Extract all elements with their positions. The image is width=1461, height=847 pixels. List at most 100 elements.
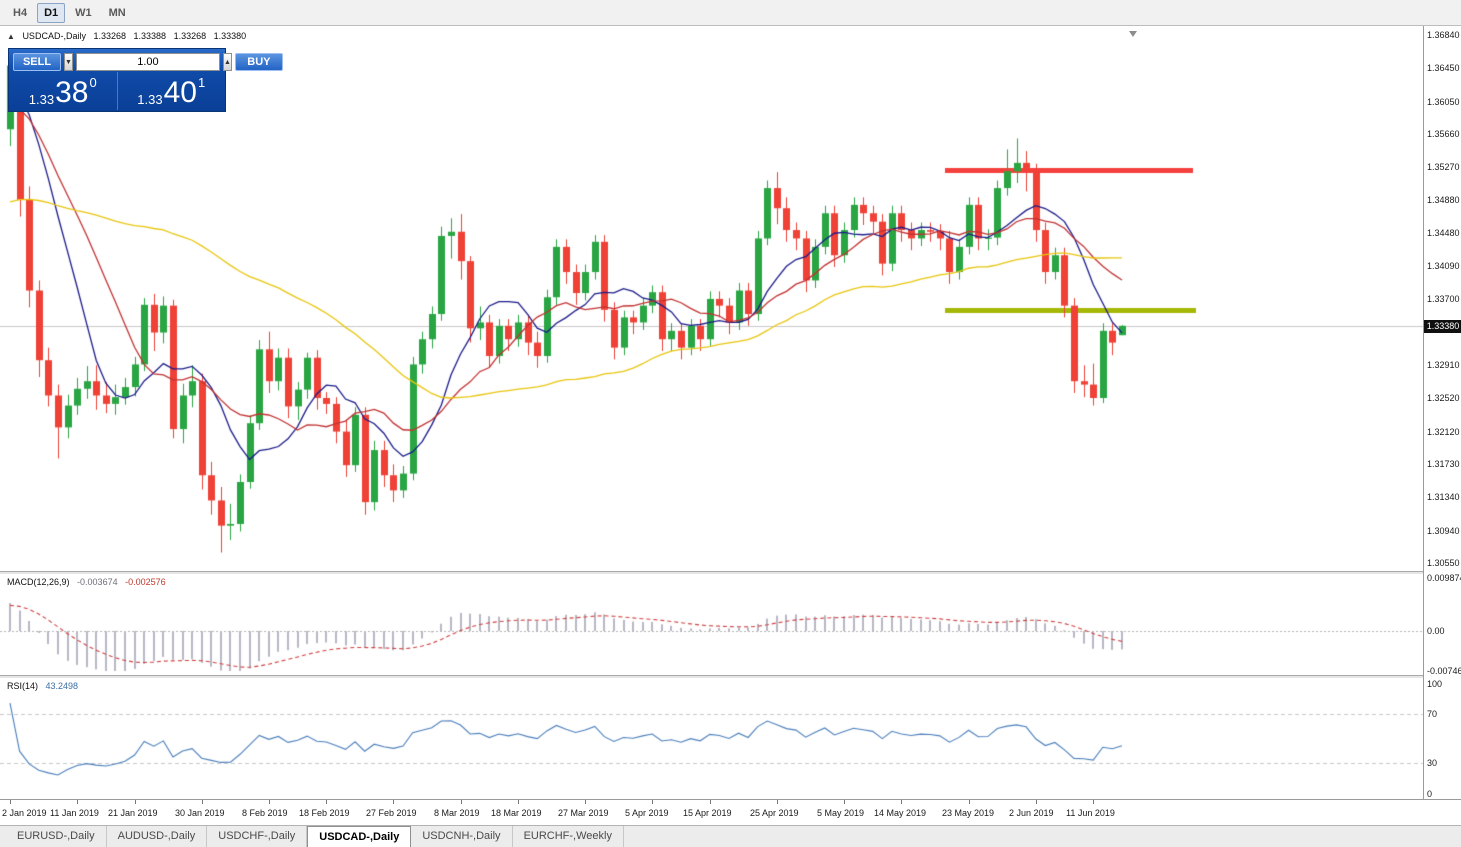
date-tick	[10, 800, 11, 804]
chart-tab-usdcad-daily[interactable]: USDCAD-,Daily	[307, 826, 412, 847]
date-tick	[461, 800, 462, 804]
chart-window: ▲ USDCAD-,Daily 1.33268 1.33388 1.33268 …	[0, 26, 1461, 825]
price-axis-label: 1.36450	[1427, 63, 1460, 73]
timeframe-d1-button[interactable]: D1	[37, 2, 66, 23]
date-axis-label: 2 Jan 2019	[2, 808, 47, 818]
date-axis-label: 5 Apr 2019	[625, 808, 669, 818]
rsi-axis-label: 100	[1427, 679, 1443, 689]
rsi-axis-label: 70	[1427, 709, 1438, 719]
date-axis-label: 21 Jan 2019	[108, 808, 158, 818]
chart-tab-usdcnh-daily[interactable]: USDCNH-,Daily	[411, 826, 513, 847]
one-click-trading-panel: SELL ▼ ▲ BUY 1.33 38 0 1.33 40 1	[8, 48, 283, 112]
macd-indicator-chart[interactable]	[0, 574, 1423, 675]
chart-tab-usdchf-daily[interactable]: USDCHF-,Daily	[207, 826, 308, 847]
ohlc-close: 1.33380	[213, 31, 247, 41]
date-axis-label: 30 Jan 2019	[175, 808, 225, 818]
rsi-axis-label: 30	[1427, 758, 1438, 768]
panel-splitter[interactable]	[0, 571, 1461, 574]
volume-decrease-button[interactable]: ▼	[64, 52, 73, 71]
date-tick	[518, 800, 519, 804]
chart-shift-marker-icon[interactable]	[1129, 31, 1137, 37]
rsi-indicator-chart[interactable]	[0, 678, 1423, 799]
ohlc-low: 1.33268	[173, 31, 207, 41]
main-price-chart[interactable]	[0, 26, 1423, 571]
buy-price-small: 1.33	[137, 92, 163, 107]
buy-button[interactable]: BUY	[234, 52, 283, 71]
price-axis-label: 1.30550	[1427, 558, 1460, 568]
date-axis-label: 25 Apr 2019	[750, 808, 799, 818]
date-axis-label: 11 Jan 2019	[50, 808, 99, 818]
volume-increase-button[interactable]: ▲	[222, 52, 232, 71]
price-axis-label: 1.30940	[1427, 526, 1460, 536]
macd-axis-label: -0.00746	[1427, 666, 1461, 676]
price-axis-label: 1.34880	[1427, 195, 1460, 205]
date-tick	[969, 800, 970, 804]
date-axis-label: 27 Feb 2019	[366, 808, 417, 818]
date-tick	[1036, 800, 1037, 804]
timeframe-h4-button[interactable]: H4	[13, 6, 28, 19]
date-axis[interactable]: 2 Jan 2019 11 Jan 2019 21 Jan 2019 30 Jan 2…	[0, 799, 1461, 825]
panel-splitter[interactable]	[0, 675, 1461, 678]
sell-price-sup: 0	[89, 75, 97, 90]
date-axis-label: 11 Jun 2019	[1066, 808, 1115, 818]
macd-title: MACD(12,26,9)	[7, 577, 70, 587]
date-axis-label: 5 May 2019	[817, 808, 865, 818]
price-axis-label: 1.33700	[1427, 294, 1460, 304]
date-tick	[585, 800, 586, 804]
oct-collapse-toggle-icon[interactable]: ▲	[7, 32, 15, 41]
chart-tab-eurchf-weekly[interactable]: EURCHF-,Weekly	[513, 826, 624, 847]
macd-axis-label: 0.00	[1427, 626, 1445, 636]
price-axis-label: 1.31340	[1427, 492, 1460, 502]
caret-down-icon: ▼	[65, 58, 72, 66]
date-tick	[135, 800, 136, 804]
date-tick	[269, 800, 270, 804]
date-tick	[393, 800, 394, 804]
ohlc-high: 1.33388	[133, 31, 167, 41]
date-tick	[901, 800, 902, 804]
chart-tab-bar: EURUSD-,Daily AUDUSD-,Daily USDCHF-,Dail…	[0, 825, 1461, 847]
date-axis-label: 27 Mar 2019	[558, 808, 609, 818]
current-price-tag: 1.33380	[1424, 320, 1461, 333]
ohlc-open: 1.33268	[93, 31, 127, 41]
date-tick	[777, 800, 778, 804]
buy-price[interactable]: 1.33 40 1	[118, 72, 226, 110]
sell-price-small: 1.33	[28, 92, 55, 107]
timeframe-mn-button[interactable]: MN	[108, 6, 126, 19]
symbol-period-label: USDCAD-,Daily	[22, 31, 86, 41]
date-tick	[326, 800, 327, 804]
date-tick	[652, 800, 653, 804]
price-axis-label: 1.36050	[1427, 97, 1460, 107]
price-axis-label: 1.35270	[1427, 162, 1460, 172]
sell-price[interactable]: 1.33 38 0	[9, 72, 118, 110]
sell-button[interactable]: SELL	[13, 52, 61, 71]
macd-signal-value: -0.002576	[125, 577, 166, 587]
timeframe-toolbar: H4 D1 W1 MN	[0, 0, 1461, 26]
date-axis-label: 14 May 2019	[874, 808, 927, 818]
chart-tab-audusd-daily[interactable]: AUDUSD-,Daily	[107, 826, 208, 847]
date-axis-label: 23 May 2019	[942, 808, 995, 818]
price-axis[interactable]: 1.33380 1.36840 1.36450 1.36050 1.35660 1.35…	[1423, 26, 1461, 799]
volume-input[interactable]	[75, 52, 220, 71]
chart-legend: ▲ USDCAD-,Daily 1.33268 1.33388 1.33268 …	[7, 31, 251, 41]
date-tick	[844, 800, 845, 804]
price-axis-label: 1.36840	[1427, 30, 1460, 40]
date-axis-label: 18 Mar 2019	[491, 808, 542, 818]
price-axis-label: 1.32120	[1427, 427, 1460, 437]
date-axis-label: 2 Jun 2019	[1009, 808, 1054, 818]
rsi-title: RSI(14)	[7, 681, 39, 691]
rsi-header: RSI(14) 43.2498	[7, 681, 83, 691]
date-axis-label: 8 Mar 2019	[434, 808, 480, 818]
price-axis-label: 1.31730	[1427, 459, 1460, 469]
date-tick	[710, 800, 711, 804]
buy-price-big: 40	[163, 76, 197, 109]
macd-header: MACD(12,26,9) -0.003674 -0.002576	[7, 577, 171, 587]
chart-tab-eurusd-daily[interactable]: EURUSD-,Daily	[6, 826, 107, 847]
date-axis-label: 8 Feb 2019	[242, 808, 288, 818]
rsi-value: 43.2498	[45, 681, 79, 691]
timeframe-w1-button[interactable]: W1	[75, 6, 92, 19]
sell-price-big: 38	[55, 76, 89, 109]
caret-up-icon: ▲	[223, 58, 231, 66]
rsi-axis-label: 0	[1427, 789, 1433, 799]
price-axis-label: 1.34480	[1427, 228, 1460, 238]
macd-axis-label: 0.009874	[1427, 573, 1461, 583]
